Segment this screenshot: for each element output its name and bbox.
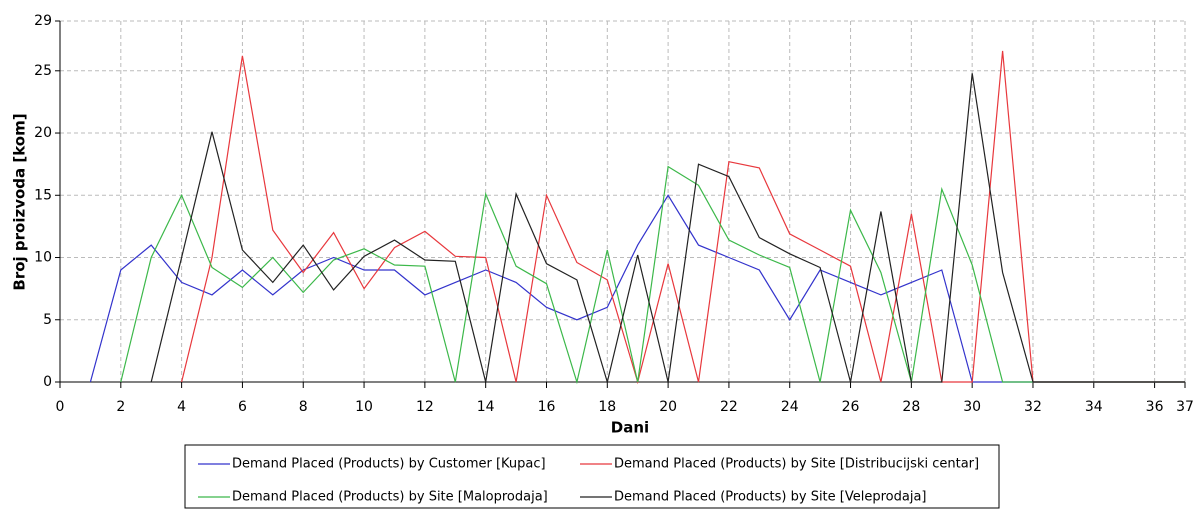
legend-label: Demand Placed (Products) by Site [Velepr…	[614, 490, 926, 505]
x-tick-label: 8	[299, 399, 308, 415]
x-tick-label: 18	[598, 399, 616, 415]
x-tick-label: 36	[1146, 399, 1164, 415]
x-tick-label: 14	[477, 399, 495, 415]
x-tick-label: 28	[902, 399, 920, 415]
x-axis-label: Dani	[611, 419, 649, 437]
x-tick-label: 10	[355, 399, 373, 415]
y-tick-label: 5	[43, 312, 52, 328]
y-axis-label: Broj proizvoda [kom]	[11, 113, 29, 290]
x-tick-label: 4	[177, 399, 186, 415]
x-tick-label: 20	[659, 399, 677, 415]
y-tick-label: 25	[34, 63, 52, 79]
x-tick-label: 22	[720, 399, 738, 415]
series-line	[120, 165, 1185, 385]
y-tick-label: 10	[34, 250, 52, 266]
series-line	[150, 73, 1185, 385]
x-tick-label: 30	[963, 399, 981, 415]
x-tick-label: 2	[116, 399, 125, 415]
x-tick-label: 0	[56, 399, 65, 415]
series-line	[89, 194, 1185, 383]
legend-label: Demand Placed (Products) by Site [Distri…	[614, 457, 979, 472]
x-tick-label: 37	[1176, 399, 1194, 415]
x-tick-label: 34	[1085, 399, 1103, 415]
x-tick-label: 6	[238, 399, 247, 415]
x-tick-label: 12	[416, 399, 434, 415]
legend: Demand Placed (Products) by Customer [Ku…	[198, 457, 979, 505]
y-tick-label: 29	[34, 13, 52, 29]
x-tick-label: 32	[1024, 399, 1042, 415]
x-tick-label: 24	[781, 399, 799, 415]
legend-label: Demand Placed (Products) by Customer [Ku…	[232, 457, 546, 472]
legend-label: Demand Placed (Products) by Site [Malopr…	[232, 490, 548, 505]
x-tick-label: 26	[842, 399, 860, 415]
y-tick-label: 0	[43, 374, 52, 390]
x-tick-label: 16	[538, 399, 556, 415]
series-line	[181, 50, 1185, 385]
legend-box	[184, 444, 1000, 509]
y-tick-label: 15	[34, 187, 52, 203]
y-tick-label: 20	[34, 125, 52, 141]
